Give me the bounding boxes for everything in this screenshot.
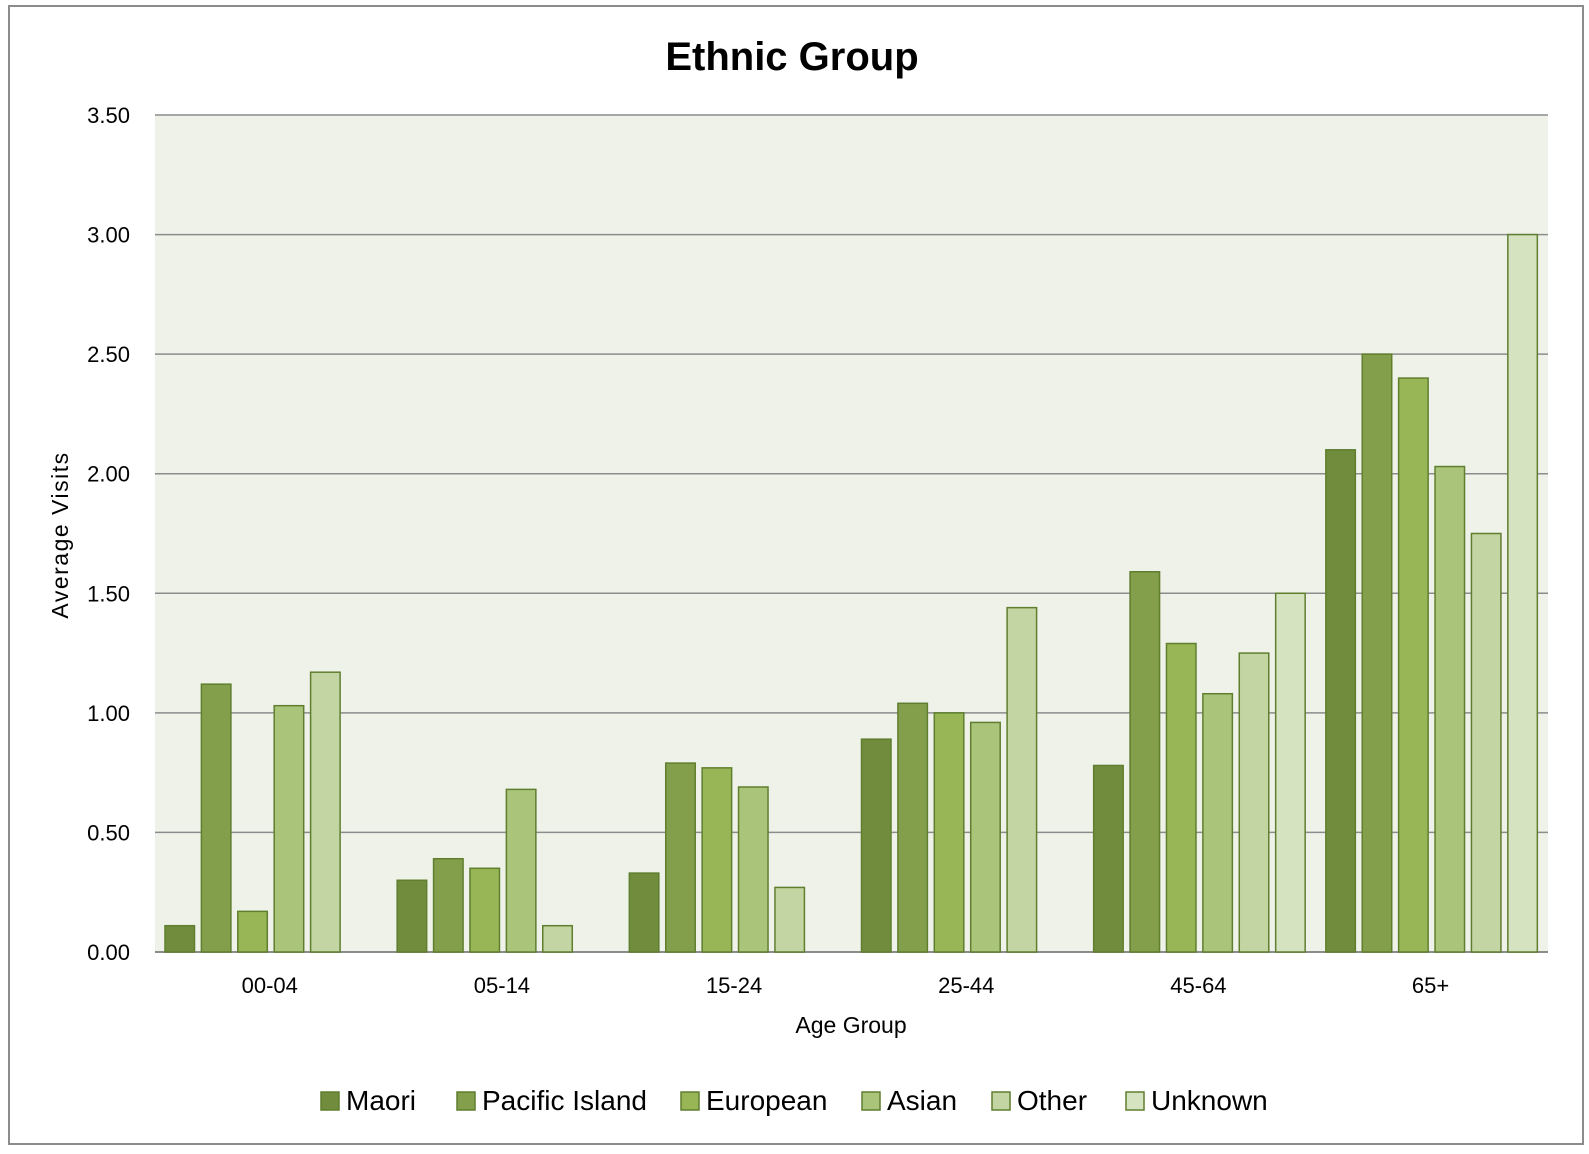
bar-pacific-island-45-64 [1129,571,1161,953]
y-tick-label: 0.00 [87,940,130,965]
bar-maori-00-04 [164,924,196,953]
bar-unknown-45-64 [1274,592,1306,953]
gridlines [155,114,1548,953]
x-tick-label: 65+ [1412,973,1449,998]
bar-asian-05-14 [505,788,537,953]
y-tick-label: 0.50 [87,820,130,845]
bar-unknown-65+ [1507,233,1539,953]
bar-pacific-island-05-14 [432,857,464,953]
legend: Maori Pacific Island European Asian Other Unk… [320,1085,1268,1116]
y-tick-label: 3.50 [87,103,130,128]
bar-asian-00-04 [273,704,305,953]
bar-asian-15-24 [737,786,769,953]
legend-swatch-other [991,1091,1011,1111]
bar-maori-05-14 [396,879,428,953]
legend-label-maori: Maori [346,1085,416,1116]
bar-european-25-44 [933,712,965,953]
legend-swatch-maori [320,1091,340,1111]
bar-pacific-island-25-44 [897,702,929,953]
y-tick-label: 1.00 [87,701,130,726]
bar-european-15-24 [701,767,733,953]
x-tick-label: 45-64 [1170,973,1226,998]
bar-asian-25-44 [969,721,1001,953]
legend-swatch-unknown [1125,1091,1145,1111]
x-axis-ticks: 00-04 05-14 15-24 25-44 45-64 65+ [242,973,1450,998]
x-tick-label: 05-14 [474,973,530,998]
legend-swatch-asian [861,1091,881,1111]
bar-other-45-64 [1238,652,1270,953]
legend-label-asian: Asian [887,1085,957,1116]
legend-label-unknown: Unknown [1151,1085,1268,1116]
y-tick-label: 3.00 [87,223,130,248]
x-tick-label: 25-44 [938,973,994,998]
bar-asian-65+ [1434,465,1466,953]
legend-label-other: Other [1017,1085,1087,1116]
bar-pacific-island-15-24 [664,762,696,953]
bar-maori-15-24 [628,872,660,953]
bar-european-45-64 [1165,642,1197,953]
bar-pacific-island-65+ [1361,353,1393,953]
bar-european-05-14 [469,867,501,953]
chart-title: Ethnic Group [665,35,918,79]
x-tick-label: 15-24 [706,973,762,998]
legend-label-european: European [706,1085,827,1116]
bar-pacific-island-00-04 [200,683,232,953]
x-tick-label: 00-04 [242,973,298,998]
y-tick-label: 2.00 [87,462,130,487]
bar-european-65+ [1397,377,1429,953]
y-axis-label: Average Visits [47,451,73,618]
legend-swatch-pacific-island [456,1091,476,1111]
y-tick-label: 1.50 [87,581,130,606]
bar-other-00-04 [309,671,341,953]
y-tick-label: 2.50 [87,342,130,367]
bar-european-00-04 [237,910,269,953]
legend-label-pacific-island: Pacific Island [482,1085,647,1116]
y-axis-ticks: 0.00 0.50 1.00 1.50 2.00 2.50 3.00 3.50 [87,103,130,965]
bar-other-15-24 [774,886,806,953]
bar-other-05-14 [542,924,574,953]
bar-maori-25-44 [860,738,892,953]
legend-swatch-european [680,1091,700,1111]
bar-other-65+ [1470,532,1502,953]
bar-other-25-44 [1006,606,1038,953]
bars [164,233,1539,953]
x-axis-label: Age Group [795,1012,906,1038]
plot-area [155,115,1548,952]
bar-maori-65+ [1325,449,1357,953]
bar-asian-45-64 [1202,692,1234,953]
bar-maori-45-64 [1092,764,1124,953]
